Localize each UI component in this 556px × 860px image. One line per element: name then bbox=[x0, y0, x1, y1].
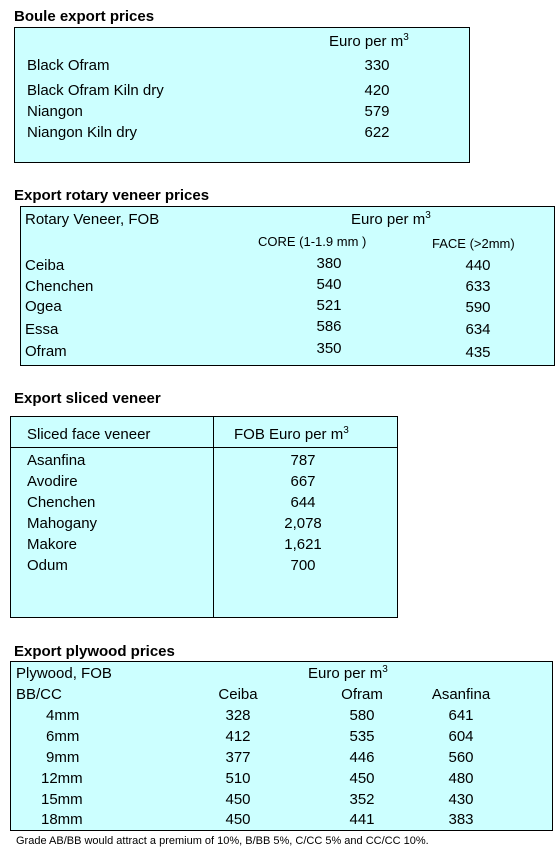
sliced-row-name: Avodire bbox=[27, 473, 78, 490]
sliced-header-right: FOB Euro per m3 bbox=[234, 425, 349, 444]
rotary-row-face: 634 bbox=[465, 321, 491, 338]
sliced-row-name: Makore bbox=[27, 536, 78, 553]
boule-row-value: 579 bbox=[364, 103, 390, 120]
rotary-row-face: 440 bbox=[465, 257, 491, 274]
sliced-row-name: Odum bbox=[27, 557, 68, 574]
rotary-row-face: 435 bbox=[465, 344, 491, 361]
sliced-column-divider bbox=[213, 417, 214, 617]
rotary-col-core: CORE (1-1.9 mm ) bbox=[258, 234, 367, 249]
sliced-row-value: 667 bbox=[290, 473, 316, 490]
boule-row-name: Black Ofram Kiln dry bbox=[27, 82, 164, 99]
rotary-title: Export rotary veneer prices bbox=[14, 187, 210, 204]
plywood-row-asanfina: 430 bbox=[448, 791, 474, 808]
rotary-header-left: Rotary Veneer, FOB bbox=[25, 211, 160, 228]
plywood-row-ceiba: 510 bbox=[225, 770, 251, 787]
sliced-row-name: Mahogany bbox=[27, 515, 98, 532]
plywood-row-ofram: 535 bbox=[349, 728, 375, 745]
plywood-grade-label: BB/CC bbox=[16, 686, 62, 703]
plywood-row-size: 18mm bbox=[41, 811, 83, 828]
sliced-row-value: 700 bbox=[290, 557, 316, 574]
plywood-row-ofram: 450 bbox=[349, 770, 375, 787]
rotary-row-name: Chenchen bbox=[25, 278, 94, 295]
rotary-unit-header: Euro per m3 bbox=[351, 210, 431, 229]
plywood-row-ceiba: 377 bbox=[225, 749, 251, 766]
boule-title: Boule export prices bbox=[14, 8, 155, 25]
plywood-row-asanfina: 383 bbox=[448, 811, 474, 828]
plywood-row-ceiba: 328 bbox=[225, 707, 251, 724]
sliced-title: Export sliced veneer bbox=[14, 390, 161, 407]
plywood-row-asanfina: 480 bbox=[448, 770, 474, 787]
sliced-table: Sliced face veneer FOB Euro per m3 Asanf… bbox=[10, 416, 398, 618]
plywood-col-ofram: Ofram bbox=[341, 686, 383, 703]
rotary-row-core: 521 bbox=[316, 297, 342, 314]
sliced-row-name: Asanfina bbox=[27, 452, 86, 469]
plywood-row-size: 9mm bbox=[46, 749, 80, 766]
rotary-row-core: 350 bbox=[316, 340, 342, 357]
boule-row-value: 330 bbox=[364, 57, 390, 74]
plywood-footnote: Grade AB/BB would attract a premium of 1… bbox=[16, 835, 429, 847]
rotary-row-name: Essa bbox=[25, 321, 59, 338]
rotary-row-name: Ceiba bbox=[25, 257, 65, 274]
sliced-header-divider bbox=[11, 447, 397, 448]
boule-unit-header: Euro per m3 bbox=[329, 32, 409, 51]
rotary-col-face: FACE (>2mm) bbox=[432, 236, 515, 251]
plywood-table: Plywood, FOB Euro per m3 BB/CC Ceiba Ofr… bbox=[10, 661, 553, 831]
boule-row-name: Black Ofram bbox=[27, 57, 110, 74]
sliced-row-name: Chenchen bbox=[27, 494, 96, 511]
plywood-row-ceiba: 450 bbox=[225, 791, 251, 808]
boule-row-name: Niangon Kiln dry bbox=[27, 124, 138, 141]
sliced-row-value: 644 bbox=[290, 494, 316, 511]
boule-row-name: Niangon bbox=[27, 103, 83, 120]
boule-row-value: 420 bbox=[364, 82, 390, 99]
rotary-table: Rotary Veneer, FOB Euro per m3 CORE (1-1… bbox=[20, 206, 555, 366]
plywood-header-left: Plywood, FOB bbox=[16, 665, 112, 682]
plywood-row-ofram: 580 bbox=[349, 707, 375, 724]
sliced-header-left: Sliced face veneer bbox=[27, 426, 151, 443]
plywood-row-ofram: 446 bbox=[349, 749, 375, 766]
rotary-row-face: 590 bbox=[465, 299, 491, 316]
plywood-col-ceiba: Ceiba bbox=[218, 686, 258, 703]
rotary-row-name: Ofram bbox=[25, 343, 67, 360]
rotary-row-core: 540 bbox=[316, 276, 342, 293]
plywood-row-asanfina: 560 bbox=[448, 749, 474, 766]
plywood-row-ofram: 441 bbox=[349, 811, 375, 828]
plywood-row-ceiba: 450 bbox=[225, 811, 251, 828]
rotary-row-face: 633 bbox=[465, 278, 491, 295]
sliced-row-value: 787 bbox=[290, 452, 316, 469]
boule-table: Euro per m3 Black Ofram 330 Black Ofram … bbox=[14, 27, 470, 163]
plywood-title: Export plywood prices bbox=[14, 643, 175, 660]
rotary-row-core: 586 bbox=[316, 318, 342, 335]
plywood-unit-header: Euro per m3 bbox=[308, 664, 388, 683]
sliced-row-value: 2,078 bbox=[284, 515, 322, 532]
sliced-row-value: 1,621 bbox=[284, 536, 322, 553]
plywood-row-size: 4mm bbox=[46, 707, 80, 724]
plywood-row-asanfina: 604 bbox=[448, 728, 474, 745]
plywood-row-size: 6mm bbox=[46, 728, 80, 745]
plywood-row-size: 15mm bbox=[41, 791, 83, 808]
plywood-row-ceiba: 412 bbox=[225, 728, 251, 745]
plywood-row-asanfina: 641 bbox=[448, 707, 474, 724]
rotary-row-core: 380 bbox=[316, 255, 342, 272]
plywood-row-ofram: 352 bbox=[349, 791, 375, 808]
rotary-row-name: Ogea bbox=[25, 298, 62, 315]
plywood-col-asanfina: Asanfina bbox=[431, 686, 491, 703]
plywood-row-size: 12mm bbox=[41, 770, 83, 787]
boule-row-value: 622 bbox=[364, 124, 390, 141]
